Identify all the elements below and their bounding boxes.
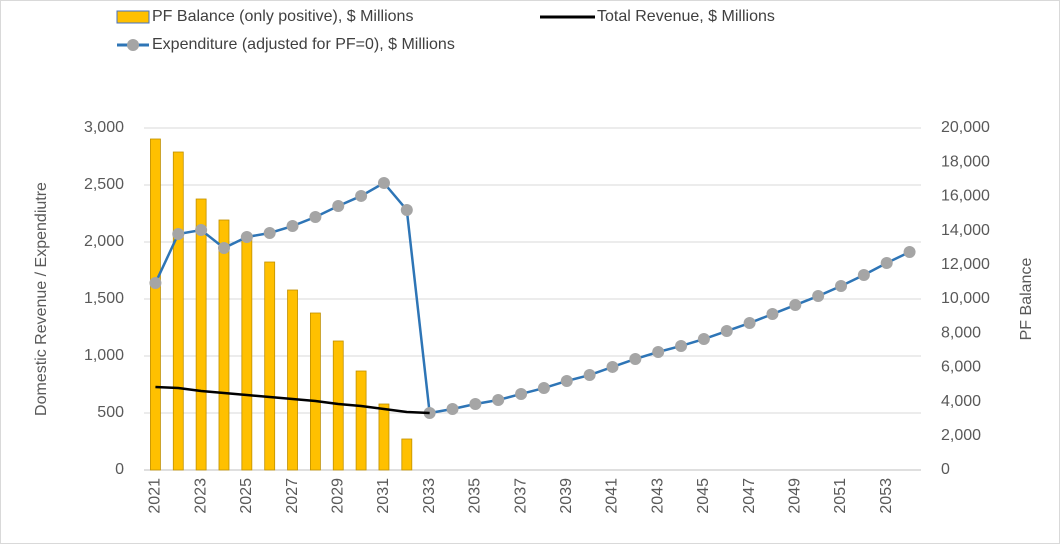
bar — [287, 289, 298, 471]
line — [154, 181, 911, 415]
marker — [515, 387, 528, 400]
y2-tick-label: 12,000 — [941, 256, 990, 273]
marker — [469, 397, 482, 410]
marker — [217, 242, 230, 255]
y2-tick-label: 20,000 — [941, 119, 990, 136]
x-tick-label: 2045 — [695, 478, 712, 514]
x-tick-label: 2041 — [604, 478, 621, 514]
marker — [332, 199, 345, 212]
bar — [355, 370, 367, 471]
legend-label: Expenditure (adjusted for PF=0), $ Milli… — [152, 36, 455, 53]
marker — [835, 280, 848, 293]
y2-tick-label: 8,000 — [941, 324, 981, 341]
x-tick-label: 2035 — [467, 478, 484, 514]
marker — [195, 224, 208, 237]
y-tick-label: 3,000 — [84, 119, 124, 136]
marker — [560, 374, 573, 387]
marker — [537, 382, 550, 395]
marker — [149, 277, 162, 290]
y-tick-label: 2,500 — [84, 176, 124, 193]
bar — [172, 151, 184, 471]
marker — [583, 369, 596, 382]
bar — [264, 261, 276, 471]
marker — [652, 346, 665, 359]
bar — [150, 138, 161, 471]
x-tick-label: 2047 — [741, 478, 758, 514]
x-tick-label: 2023 — [192, 478, 209, 514]
marker — [903, 246, 916, 259]
y2-tick-label: 2,000 — [941, 427, 981, 444]
marker — [263, 226, 276, 239]
line — [155, 385, 430, 415]
y2-tick-label: 18,000 — [941, 153, 990, 170]
bar — [195, 198, 207, 471]
x-tick-label: 2037 — [512, 478, 529, 514]
marker — [400, 203, 413, 216]
legend-swatch — [116, 10, 150, 24]
marker — [172, 228, 185, 241]
x-tick-label: 2051 — [832, 478, 849, 514]
x-tick-label: 2049 — [787, 478, 804, 514]
x-tick-label: 2031 — [375, 478, 392, 514]
x-tick-label: 2039 — [558, 478, 575, 514]
y2-tick-label: 16,000 — [941, 188, 990, 205]
x-tick-label: 2027 — [284, 478, 301, 514]
marker — [880, 256, 893, 269]
bar — [218, 219, 230, 471]
marker — [377, 176, 390, 189]
legend-marker — [127, 39, 139, 51]
bar — [401, 438, 413, 471]
y2-tick-label: 4,000 — [941, 393, 981, 410]
y2-tick-label: 14,000 — [941, 222, 990, 239]
marker — [720, 325, 733, 338]
marker — [446, 403, 459, 416]
bar — [241, 239, 253, 471]
y2-tick-label: 6,000 — [941, 359, 981, 376]
legend-label: Total Revenue, $ Millions — [597, 8, 775, 25]
y2-tick-label: 0 — [941, 461, 950, 478]
bar — [378, 403, 390, 471]
marker — [812, 290, 825, 303]
y-axis-title: Domestic Revenue / Expendiutre — [33, 182, 50, 416]
bar — [309, 312, 321, 471]
y-tick-label: 2,000 — [84, 233, 124, 250]
x-tick-label: 2033 — [421, 478, 438, 514]
marker — [857, 268, 870, 281]
y-tick-label: 1,500 — [84, 290, 124, 307]
marker — [789, 299, 802, 312]
x-tick-label: 2043 — [649, 478, 666, 514]
marker — [629, 352, 642, 365]
marker — [286, 220, 299, 233]
marker — [240, 230, 253, 243]
marker — [309, 211, 322, 224]
x-tick-label: 2029 — [329, 478, 346, 514]
marker — [606, 360, 619, 373]
marker — [697, 333, 710, 346]
y-tick-label: 1,000 — [84, 347, 124, 364]
legend-label: PF Balance (only positive), $ Millions — [152, 8, 413, 25]
x-tick-label: 2053 — [878, 478, 895, 514]
marker — [492, 394, 505, 407]
y2-axis-title: PF Balance — [1018, 258, 1035, 341]
y-tick-label: 500 — [97, 404, 124, 421]
x-tick-label: 2025 — [238, 478, 255, 514]
marker — [355, 189, 368, 202]
marker — [766, 308, 779, 321]
marker — [675, 339, 688, 352]
y2-tick-label: 10,000 — [941, 290, 990, 307]
x-tick-label: 2021 — [147, 478, 164, 514]
marker — [743, 317, 756, 330]
legend: PF Balance (only positive), $ Millions To… — [116, 8, 775, 53]
y-tick-label: 0 — [115, 461, 124, 478]
